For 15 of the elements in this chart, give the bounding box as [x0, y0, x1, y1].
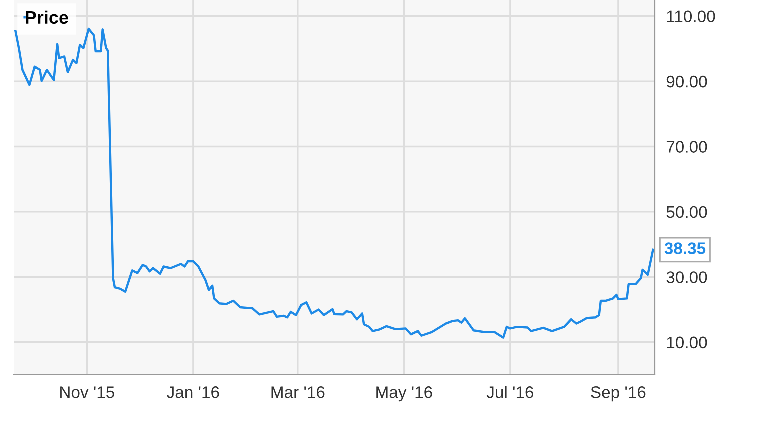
y-tick-label: 70.00 [666, 141, 708, 153]
x-tick-label: Sep '16 [591, 386, 646, 402]
x-tick-label: May '16 [376, 386, 432, 402]
x-tick-label: Jan '16 [167, 386, 220, 398]
y-tick-label: 50.00 [666, 206, 708, 218]
x-tick-label: Mar '16 [272, 386, 325, 398]
y-tick-label: 90.00 [666, 76, 708, 88]
annotation: 38.35 [664, 242, 706, 254]
y-tick-label: 30.00 [666, 272, 708, 284]
x-tick-label: Jul '16 [486, 386, 534, 398]
x-tick-label: Nov '15 [60, 386, 114, 398]
y-tick-label: 110.00 [667, 10, 716, 23]
line-series [14, 28, 654, 339]
legend-label: Price [26, 10, 68, 24]
y-tick-label: 10.00 [667, 336, 708, 349]
